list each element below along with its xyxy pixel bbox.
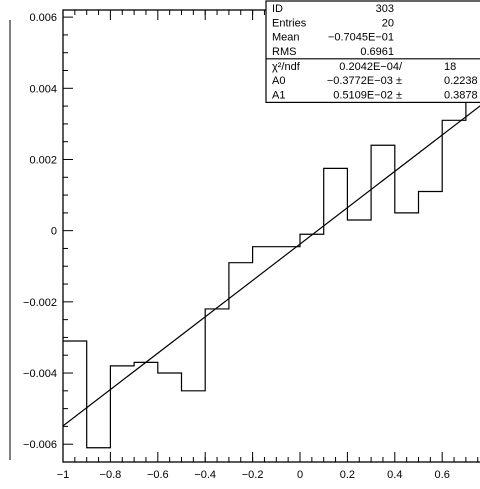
stats-value: 0.6961	[360, 46, 394, 58]
stats-box-frame	[265, 0, 480, 104]
y-axis: −0.006 −0.004 −0.002 0 0.002 0.004 0.006	[23, 12, 73, 451]
fit-value: −0.3772E−03 ±	[327, 75, 402, 87]
stats-box: ID 303 Entries 20 Mean −0.7045E−01 RMS 0.6961 χ²…	[265, 0, 480, 104]
plot-area	[63, 98, 480, 449]
fit-error: 18	[444, 61, 456, 73]
x-tick-label: 0.6	[435, 469, 450, 481]
y-tick-label: −0.006	[23, 439, 57, 451]
x-tick-label: 0.2	[340, 469, 355, 481]
stats-label: RMS	[272, 46, 296, 58]
fit-error: 0.2238	[444, 75, 478, 87]
fit-label: χ²/ndf	[272, 61, 301, 73]
x-tick-label: −0.2	[242, 469, 264, 481]
fit-value: 0.5109E−02 ±	[333, 89, 402, 101]
y-tick-label: −0.002	[23, 297, 57, 309]
fit-line	[63, 105, 480, 427]
x-tick-label: −1	[57, 469, 70, 481]
stats-label: Entries	[272, 17, 307, 29]
fit-label: A1	[272, 89, 285, 101]
stats-value: 20	[382, 17, 394, 29]
stats-value: 303	[376, 3, 394, 15]
fit-label: A0	[272, 75, 285, 87]
y-tick-label: 0	[51, 226, 57, 238]
x-tick-label: −0.6	[147, 469, 169, 481]
y-tick-label: 0.004	[29, 83, 57, 95]
y-tick-label: 0.006	[29, 12, 57, 24]
histogram-series	[63, 98, 480, 449]
x-tick-label: −0.4	[194, 469, 216, 481]
x-tick-label: −0.8	[100, 469, 122, 481]
fit-error: 0.3878	[444, 89, 478, 101]
fit-value: 0.2042E−04/	[339, 61, 403, 73]
stats-label: Mean	[272, 32, 300, 44]
y-tick-label: 0.002	[29, 154, 57, 166]
x-tick-label: 0.4	[387, 469, 402, 481]
y-tick-label: −0.004	[23, 368, 57, 380]
stats-value: −0.7045E−01	[328, 32, 394, 44]
stats-label: ID	[272, 3, 283, 15]
x-tick-label: 0	[297, 469, 303, 481]
